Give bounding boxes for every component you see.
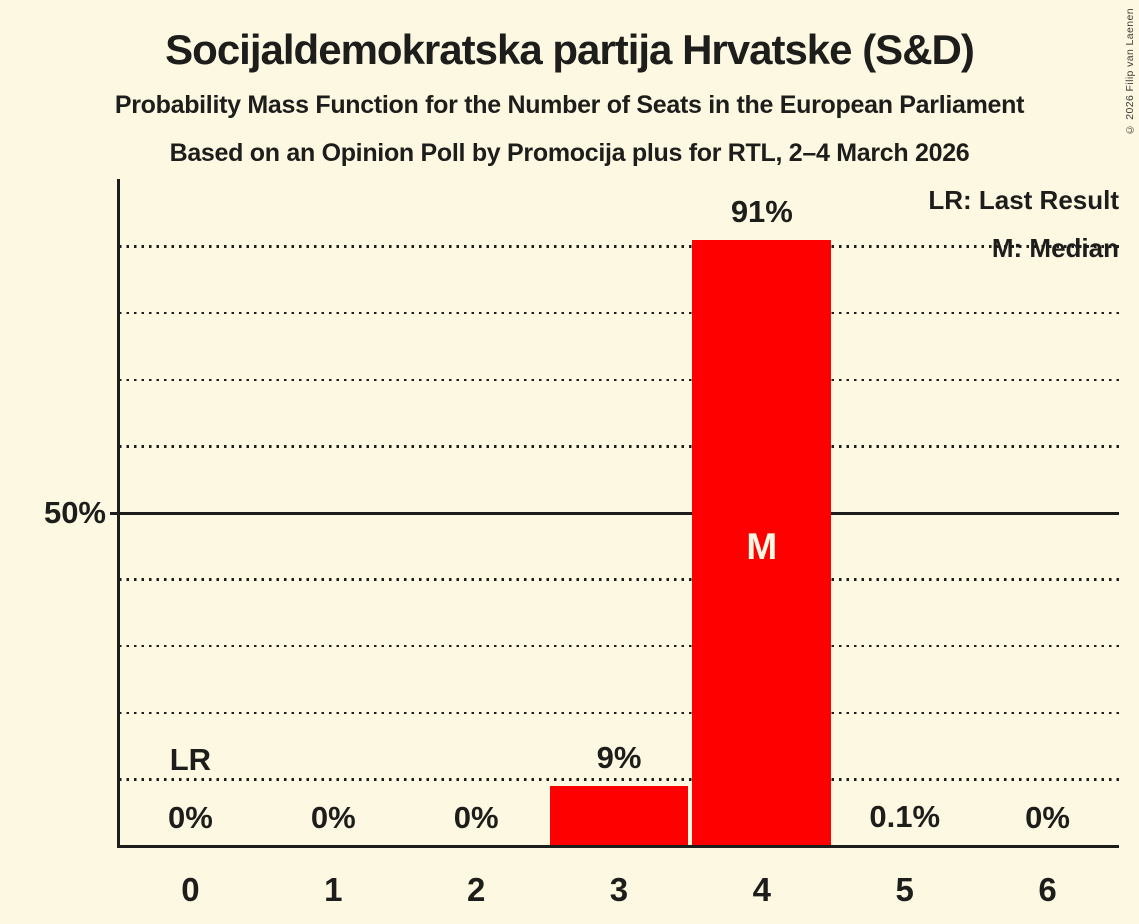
y-axis-line	[117, 179, 120, 848]
gridline-70pct	[119, 378, 1119, 382]
x-tick-label-0: 0	[181, 871, 200, 908]
value-label-seats-6: 0%	[1025, 800, 1070, 835]
plot-area: 0% 0% 0% 9% 91% 0.1% 0% LR M	[110, 180, 1119, 846]
x-tick-label-4: 4	[752, 871, 772, 908]
x-axis-tick-labels: 0 1 2 3 4 5 6	[119, 868, 1119, 912]
gridline-20pct	[119, 711, 1119, 715]
value-label-seats-5: 0.1%	[869, 799, 941, 835]
x-tick-label-1: 1	[324, 871, 343, 908]
bar-seats-4	[692, 239, 832, 846]
median-marker: M	[746, 526, 778, 567]
value-label-seats-4: 91%	[730, 193, 793, 229]
x-tick-label-3: 3	[609, 871, 629, 908]
x-tick-label-5: 5	[895, 871, 914, 908]
x-axis-line	[117, 845, 1119, 848]
gridline-40pct	[119, 578, 1119, 581]
bar-seats-3	[549, 786, 689, 846]
legend-median: M: Median	[991, 233, 1119, 263]
legend-last-result: LR: Last Result	[928, 185, 1119, 215]
last-result-marker: LR	[169, 742, 212, 777]
gridline-10pct	[119, 778, 1119, 781]
value-label-seats-0: 0%	[168, 800, 213, 835]
x-tick-label-6: 6	[1038, 871, 1057, 908]
page-subtitle-source: Based on an Opinion Poll by Promocija pl…	[169, 139, 970, 167]
x-tick-label-2: 2	[466, 871, 486, 908]
value-label-seats-1: 0%	[310, 800, 356, 835]
page-title: Socijaldemokratska partija Hrvatske (S&D…	[165, 26, 975, 73]
gridline-30pct	[119, 644, 1119, 648]
gridline-80pct	[119, 311, 1119, 315]
copyright-notice: © 2026 Filip van Laenen	[1124, 8, 1136, 136]
majority-line-50pct	[110, 511, 1119, 515]
gridline-60pct	[119, 445, 1119, 448]
gridline-90pct	[119, 245, 1119, 248]
value-label-seats-2: 0%	[453, 800, 499, 835]
page-subtitle: Probability Mass Function for the Number…	[114, 91, 1025, 119]
value-label-seats-3: 9%	[596, 740, 642, 776]
y-axis-50pct-label: 50%	[43, 495, 106, 530]
